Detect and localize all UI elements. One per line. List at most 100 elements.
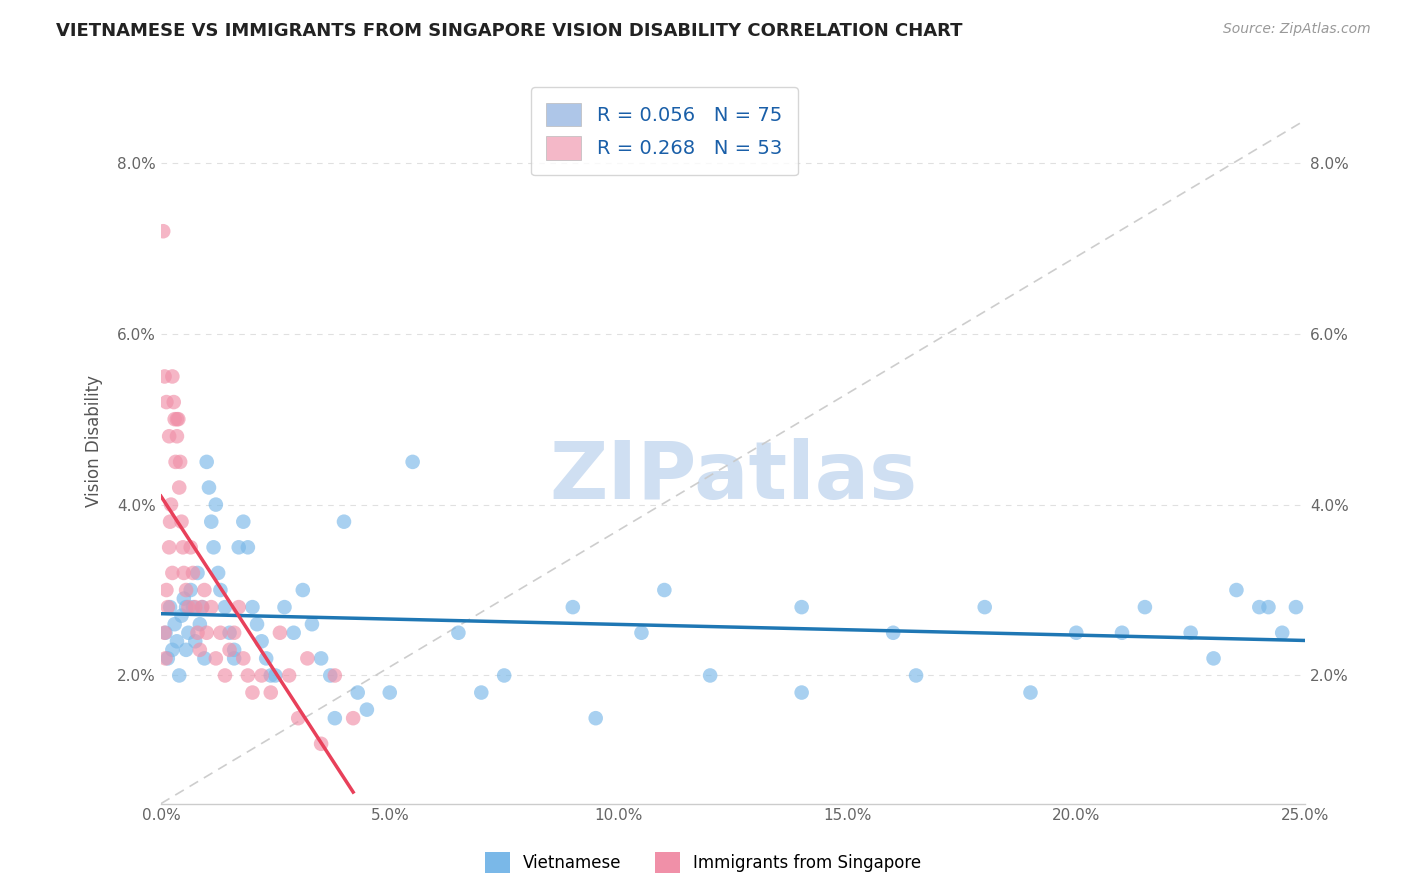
Point	[283, 625, 305, 640]
Point	[174, 643, 197, 657]
Point	[155, 582, 177, 597]
Point	[153, 625, 176, 640]
Point	[323, 711, 346, 725]
Point	[188, 617, 211, 632]
Point	[166, 429, 188, 443]
Point	[905, 668, 928, 682]
Point	[202, 541, 225, 555]
Point	[195, 455, 218, 469]
Point	[205, 498, 228, 512]
Point	[309, 651, 332, 665]
Point	[209, 625, 232, 640]
Point	[585, 711, 607, 725]
Point	[184, 634, 207, 648]
Point	[156, 651, 179, 665]
Point	[1111, 625, 1133, 640]
Point	[170, 608, 193, 623]
Point	[163, 412, 186, 426]
Point	[790, 685, 813, 699]
Point	[1133, 600, 1156, 615]
Point	[167, 412, 190, 426]
Point	[494, 668, 516, 682]
Point	[401, 455, 423, 469]
Point	[882, 625, 904, 640]
Point	[177, 600, 200, 615]
Point	[166, 412, 188, 426]
Point	[156, 600, 179, 615]
Point	[319, 668, 342, 682]
Point	[172, 541, 194, 555]
Point	[630, 625, 652, 640]
Point	[246, 617, 269, 632]
Point	[166, 634, 188, 648]
Point	[309, 737, 332, 751]
Point	[195, 625, 218, 640]
Point	[269, 625, 291, 640]
Point	[191, 600, 214, 615]
Point	[287, 711, 309, 725]
Point	[152, 224, 174, 238]
Point	[200, 515, 222, 529]
Point	[260, 685, 283, 699]
Point	[165, 455, 187, 469]
Point	[1225, 582, 1247, 597]
Point	[260, 668, 283, 682]
Point	[224, 651, 246, 665]
Point	[224, 643, 246, 657]
Point	[378, 685, 401, 699]
Point	[790, 600, 813, 615]
Point	[561, 600, 583, 615]
Point	[214, 600, 236, 615]
Point	[254, 651, 277, 665]
Point	[1180, 625, 1202, 640]
Point	[191, 600, 214, 615]
Point	[162, 566, 184, 580]
Point	[1271, 625, 1294, 640]
Point	[155, 651, 177, 665]
Point	[173, 591, 195, 606]
Legend: R = 0.056   N = 75, R = 0.268   N = 53: R = 0.056 N = 75, R = 0.268 N = 53	[531, 87, 797, 176]
Point	[342, 711, 364, 725]
Point	[1202, 651, 1225, 665]
Point	[1249, 600, 1271, 615]
Point	[242, 685, 264, 699]
Point	[160, 498, 183, 512]
Point	[198, 481, 221, 495]
Point	[162, 369, 184, 384]
Point	[167, 481, 190, 495]
Point	[346, 685, 368, 699]
Point	[181, 600, 204, 615]
Point	[157, 541, 180, 555]
Point	[447, 625, 470, 640]
Point	[228, 541, 250, 555]
Point	[186, 625, 208, 640]
Point	[162, 643, 184, 657]
Point	[181, 566, 204, 580]
Point	[159, 515, 181, 529]
Point	[174, 582, 197, 597]
Point	[1285, 600, 1308, 615]
Point	[153, 369, 176, 384]
Point	[278, 668, 301, 682]
Point	[264, 668, 287, 682]
Point	[232, 515, 254, 529]
Point	[470, 685, 492, 699]
Point	[218, 625, 240, 640]
Point	[250, 634, 273, 648]
Point	[170, 515, 193, 529]
Point	[273, 600, 295, 615]
Point	[250, 668, 273, 682]
Point	[236, 541, 259, 555]
Point	[209, 582, 232, 597]
Point	[291, 582, 314, 597]
Point	[218, 643, 240, 657]
Point	[1257, 600, 1279, 615]
Point	[173, 566, 195, 580]
Point	[177, 625, 200, 640]
Point	[163, 395, 186, 409]
Point	[207, 566, 229, 580]
Point	[163, 617, 186, 632]
Point	[323, 668, 346, 682]
Text: Source: ZipAtlas.com: Source: ZipAtlas.com	[1223, 22, 1371, 37]
Point	[188, 643, 211, 657]
